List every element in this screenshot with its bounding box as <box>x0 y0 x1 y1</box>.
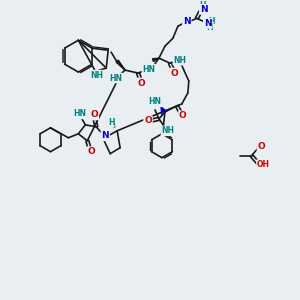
Text: O: O <box>90 110 98 119</box>
Text: O: O <box>170 69 178 78</box>
Polygon shape <box>116 60 125 70</box>
Text: O: O <box>87 147 95 156</box>
Polygon shape <box>152 58 159 62</box>
Text: NH: NH <box>161 126 174 135</box>
Text: HN: HN <box>110 74 123 82</box>
Text: N: N <box>183 17 190 26</box>
Text: NH: NH <box>90 70 103 80</box>
Text: HN: HN <box>73 110 86 118</box>
Text: O: O <box>179 111 187 120</box>
Text: H: H <box>108 118 114 127</box>
Text: HN: HN <box>142 64 155 74</box>
Text: OH: OH <box>257 160 270 169</box>
Text: O: O <box>258 142 265 151</box>
Text: H: H <box>206 23 213 32</box>
Text: H: H <box>200 1 206 10</box>
Text: N: N <box>101 131 109 140</box>
Text: N: N <box>200 5 208 14</box>
Text: O: O <box>137 79 145 88</box>
Text: N: N <box>204 19 212 28</box>
Text: H: H <box>208 17 215 26</box>
Text: HN: HN <box>148 98 161 106</box>
Text: NH: NH <box>173 56 186 64</box>
Text: ,i: ,i <box>112 123 116 128</box>
Text: O: O <box>144 116 152 125</box>
